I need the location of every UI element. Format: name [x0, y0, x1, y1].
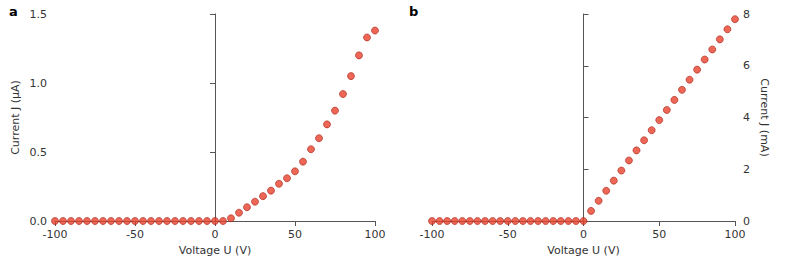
svg-text:Current J (μA): Current J (μA)	[9, 80, 22, 155]
svg-text:4: 4	[743, 111, 750, 124]
svg-text:0.5: 0.5	[30, 146, 48, 159]
svg-text:8: 8	[743, 8, 750, 21]
svg-text:100: 100	[725, 228, 746, 241]
svg-text:50: 50	[288, 228, 302, 241]
svg-text:Current J (mA): Current J (mA)	[758, 78, 771, 156]
svg-text:a: a	[9, 4, 18, 19]
svg-text:1.5: 1.5	[30, 8, 48, 21]
svg-text:0: 0	[580, 228, 587, 241]
svg-text:-100: -100	[420, 228, 445, 241]
svg-text:6: 6	[743, 59, 750, 72]
svg-text:2: 2	[743, 163, 750, 176]
svg-text:0.0: 0.0	[30, 215, 48, 228]
svg-text:-50: -50	[499, 228, 517, 241]
svg-text:-100: -100	[43, 228, 68, 241]
svg-text:0: 0	[212, 228, 219, 241]
svg-text:1.0: 1.0	[30, 77, 48, 90]
svg-text:Voltage U (V): Voltage U (V)	[179, 244, 251, 257]
svg-text:-50: -50	[126, 228, 144, 241]
svg-text:100: 100	[365, 228, 386, 241]
svg-text:b: b	[409, 4, 418, 19]
svg-text:50: 50	[652, 228, 666, 241]
svg-text:Voltage U (V): Voltage U (V)	[547, 244, 619, 257]
svg-text:0: 0	[743, 215, 750, 228]
